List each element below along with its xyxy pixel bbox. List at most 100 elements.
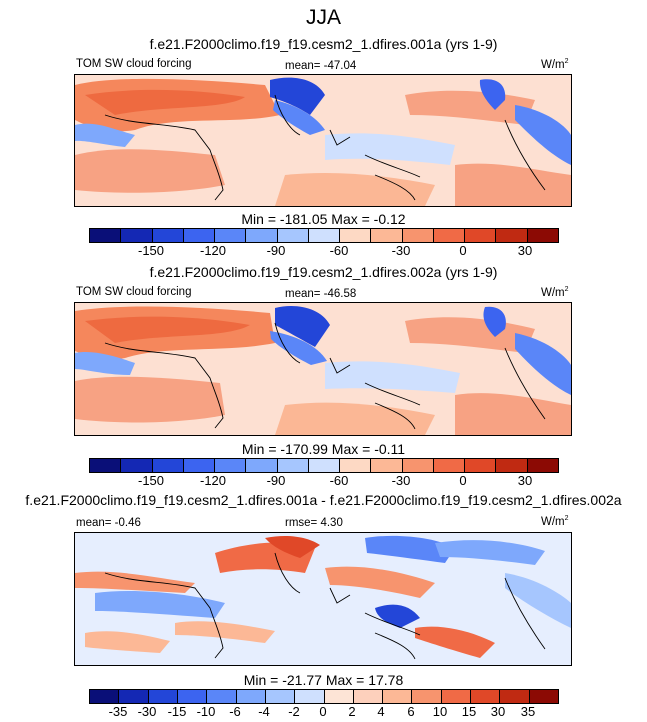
panel3-tick: 4 [377, 704, 385, 719]
panel3-field-blue [435, 540, 545, 565]
panel1-map-svg [75, 75, 571, 206]
panel1-field-blue [75, 123, 135, 147]
panel1-case-title: f.e21.F2000climo.f19_f19.cesm2_1.dfires.… [149, 36, 498, 52]
panel2-coastline [104, 322, 546, 430]
panel2-field-blue [75, 352, 135, 375]
panel2-colorbar-swatch [308, 459, 341, 472]
panel2-units-label: W/m2 [541, 286, 569, 299]
panel2-tick: 0 [459, 473, 467, 488]
panel3-tick: 15 [461, 704, 477, 719]
panel3-map-svg [75, 533, 571, 665]
panel2-field-blue [515, 333, 571, 395]
panel1-tick: -90 [266, 243, 286, 258]
panel3-tick: -30 [137, 704, 157, 719]
panel1-map [74, 74, 572, 207]
panel2-colorbar-swatch [277, 459, 309, 472]
panel1-field-orange [455, 163, 571, 206]
panel3-field-blue [375, 604, 420, 628]
panel3-tick: 35 [520, 704, 536, 719]
panel1-field-blue [515, 105, 571, 165]
panel2-field-orange [85, 316, 250, 343]
panel3-field-orange [75, 571, 195, 593]
panel2-case-title: f.e21.F2000climo.f19_f19.cesm2_1.dfires.… [149, 264, 498, 280]
panel2-colorbar-swatch [496, 459, 528, 472]
panel1-tick: 30 [517, 243, 533, 258]
panel2-map-svg [75, 303, 571, 435]
panel2-field-orange [75, 376, 225, 423]
panel2-colorbar-swatch [340, 459, 372, 472]
panel3-colorbar-ticks: -35 -30 -15 -10 -6 -4 -2 0 2 4 6 10 15 3… [89, 704, 557, 720]
panel2-variable-label: TOM SW cloud forcing [76, 286, 192, 298]
panel1-field-orange [75, 149, 225, 193]
panel3-field-orange [415, 626, 495, 658]
panel3-colorbar-swatch [207, 690, 237, 703]
panel1-colorbar-swatch [340, 229, 372, 242]
panel3-field-orange [175, 621, 275, 643]
panel3-colorbar-swatch [353, 690, 384, 703]
panel3-tick: 30 [490, 704, 506, 719]
panel2-colorbar-swatch [433, 459, 466, 472]
panel2-colorbar-swatch [183, 459, 216, 472]
panel1-tick: 0 [459, 243, 467, 258]
panel3-field-blue [505, 573, 571, 628]
season-title: JJA [305, 6, 341, 29]
panel3-field-orange [265, 535, 320, 558]
panel3-field-orange [325, 566, 435, 598]
panel3-tick: -2 [288, 704, 300, 719]
panel3-tick: 6 [407, 704, 415, 719]
panel1-colorbar-ticks: -150 -120 -90 -60 -30 0 30 [89, 243, 557, 259]
panel1-variable-label: TOM SW cloud forcing [76, 58, 192, 70]
panel2-field-blue [275, 306, 330, 347]
panel2-field-blue [483, 306, 506, 337]
panel3-colorbar-swatch [412, 690, 442, 703]
panel1-tick: -120 [199, 243, 227, 258]
panel3-tick: 0 [319, 704, 327, 719]
panel2-field-blue [270, 331, 327, 365]
panel3-map [74, 532, 572, 666]
panel2-tick: -60 [329, 473, 349, 488]
panel2-colorbar-swatch [152, 459, 184, 472]
panel1-field-orange [275, 173, 435, 206]
panel3-tick: -6 [229, 704, 241, 719]
panel2-tick: -150 [137, 473, 165, 488]
panel1-tick: -30 [391, 243, 411, 258]
panel2-tick: -120 [199, 473, 227, 488]
panel2-field-orange [275, 402, 435, 435]
panel1-field-blue [479, 79, 506, 110]
panel3-colorbar-swatch [119, 690, 149, 703]
panel1-colorbar-swatch [402, 229, 434, 242]
panel1-colorbar-swatch [527, 229, 558, 242]
panel3-colorbar-swatch [90, 690, 120, 703]
panel2-tick: 30 [517, 473, 533, 488]
panel3-case-title: f.e21.F2000climo.f19_f19.cesm2_1.dfires.… [25, 492, 622, 508]
panel3-colorbar-swatch [529, 690, 558, 703]
panel3-tick: -35 [108, 704, 128, 719]
panel2-colorbar-ticks: -150 -120 -90 -60 -30 0 30 [89, 473, 557, 489]
panel3-colorbar-swatch [265, 690, 296, 703]
panel1-colorbar-swatch [496, 229, 528, 242]
panel1-units-label: W/m2 [541, 58, 569, 71]
panel1-colorbar-swatch [433, 229, 466, 242]
panel1-tick: -150 [137, 243, 165, 258]
panel1-colorbar-swatch [308, 229, 341, 242]
panel3-coastline [104, 552, 546, 660]
panel1-colorbar-swatch [183, 229, 216, 242]
panel1-colorbar-swatch [465, 229, 497, 242]
panel2-colorbar-swatch [527, 459, 558, 472]
panel2-colorbar-swatch [90, 459, 122, 472]
panel1-colorbar-swatch [371, 229, 403, 242]
panel3-colorbar-swatch [500, 690, 530, 703]
panel3-field-orange [85, 631, 170, 653]
panel3-colorbar-swatch [471, 690, 501, 703]
panel2-colorbar-swatch [402, 459, 434, 472]
panel3-colorbar-swatch [148, 690, 178, 703]
panel2-colorbar-swatch [121, 459, 153, 472]
panel2-tick: -30 [391, 473, 411, 488]
panel1-field-blue [273, 100, 325, 135]
panel2-colorbar-swatch [215, 459, 247, 472]
panel1-colorbar-swatch [90, 229, 122, 242]
panel1-colorbar-swatch [215, 229, 247, 242]
panel2-field-lightblue [325, 361, 460, 393]
panel3-colorbar-swatch [177, 690, 208, 703]
panel3-field-blue [365, 535, 455, 563]
